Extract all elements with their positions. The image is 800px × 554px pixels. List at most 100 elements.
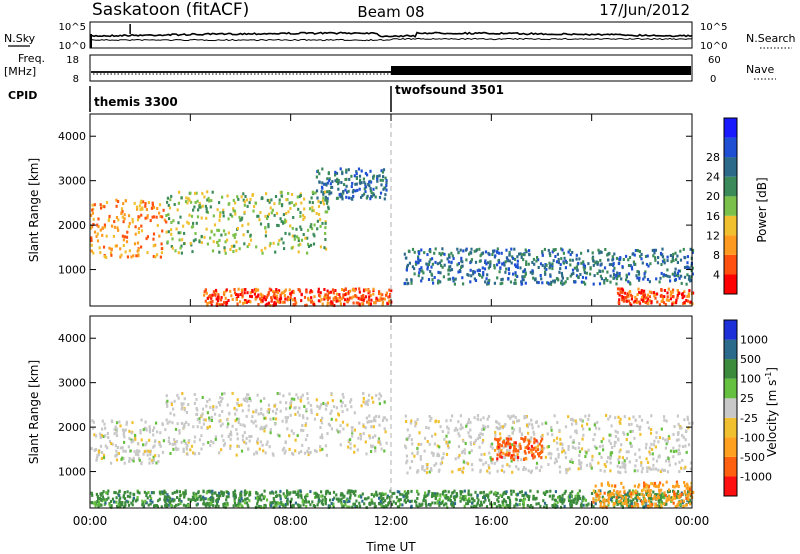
- velocity-cell: [300, 428, 303, 432]
- power-cell: [417, 257, 420, 261]
- velocity-cell: [524, 451, 527, 455]
- velocity-cell: [574, 419, 577, 423]
- power-cell: [350, 174, 353, 178]
- power-cell: [324, 195, 327, 199]
- power-cell: [660, 263, 663, 266]
- velocity-cell: [537, 452, 540, 456]
- velocity-cell: [484, 498, 487, 502]
- velocity-cell: [153, 440, 157, 444]
- velocity-cell: [482, 490, 485, 494]
- power-cell: [618, 272, 621, 275]
- velocity-cell: [683, 418, 686, 422]
- cpid-row: CPID themis 3300 twofsound 3501: [8, 83, 504, 112]
- power-cell: [405, 256, 408, 260]
- velocity-cell: [452, 501, 455, 505]
- power-cell: [449, 265, 452, 269]
- velocity-cell: [593, 433, 596, 436]
- velocity-cell: [218, 419, 221, 423]
- power-cell: [244, 301, 247, 304]
- velocity-cell: [368, 434, 371, 438]
- power-cell: [123, 217, 126, 221]
- power-cell: [575, 257, 578, 261]
- velocity-cell: [211, 492, 214, 496]
- velocity-cell: [170, 503, 173, 507]
- velocity-cell: [99, 493, 102, 497]
- power-cell: [312, 302, 316, 306]
- velocity-cell: [459, 492, 462, 496]
- velocity-cell: [312, 504, 315, 507]
- velocity-cell: [164, 491, 167, 495]
- velocity-cell: [653, 495, 656, 499]
- power-cell: [461, 276, 464, 280]
- power-cell: [440, 259, 443, 263]
- velocity-cell: [164, 428, 167, 432]
- velocity-cell: [678, 470, 681, 474]
- velocity-cell: [351, 429, 354, 433]
- power-cell: [408, 261, 411, 265]
- power-cell: [439, 271, 442, 275]
- velocity-cell: [106, 446, 109, 450]
- power-cell: [243, 242, 246, 246]
- velocity-cell: [450, 502, 453, 506]
- power-cell: [570, 272, 573, 276]
- velocity-cell: [94, 504, 97, 508]
- velocity-cell: [321, 416, 324, 420]
- power-cell: [293, 234, 296, 238]
- power-cell: [493, 264, 496, 267]
- power-cell: [337, 179, 340, 182]
- velocity-cell: [454, 457, 457, 461]
- velocity-cell: [202, 489, 205, 493]
- power-cell: [511, 256, 515, 260]
- velocity-cell: [313, 417, 316, 421]
- power-cell: [678, 292, 681, 295]
- velocity-colorbar-swatch: [724, 339, 737, 360]
- power-cell: [177, 201, 180, 205]
- velocity-cell: [200, 447, 203, 451]
- power-cell: [235, 298, 238, 302]
- velocity-cell: [411, 451, 414, 455]
- power-cell: [549, 282, 553, 286]
- power-cell: [557, 261, 560, 265]
- power-cell: [663, 258, 666, 262]
- power-cell: [465, 258, 468, 262]
- power-cell: [125, 240, 129, 244]
- velocity-cell: [599, 492, 602, 495]
- power-cell: [472, 270, 475, 273]
- power-cell: [156, 223, 159, 227]
- power-cell: [312, 301, 315, 305]
- power-cell: [583, 266, 587, 270]
- power-cell: [319, 245, 322, 249]
- power-cell: [233, 209, 237, 213]
- velocity-cell: [259, 399, 262, 403]
- power-cell: [511, 255, 514, 259]
- velocity-cell: [501, 425, 504, 429]
- power-cell: [651, 248, 654, 252]
- power-cell: [355, 170, 358, 174]
- power-cell: [311, 290, 314, 294]
- power-cell: [177, 231, 180, 235]
- velocity-cell: [615, 500, 618, 504]
- power-cell: [600, 250, 603, 254]
- title-left: Saskatoon (fitACF): [92, 0, 249, 20]
- velocity-cell: [663, 415, 666, 419]
- velocity-cell: [572, 418, 575, 422]
- power-cell: [682, 247, 685, 251]
- velocity-cell: [504, 444, 507, 448]
- velocity-cell: [684, 465, 687, 469]
- power-cell: [165, 214, 168, 217]
- power-cell: [267, 225, 270, 229]
- velocity-cell: [510, 456, 513, 460]
- power-cell: [676, 271, 680, 275]
- power-cell: [275, 294, 279, 298]
- power-cell: [550, 280, 553, 284]
- velocity-cell: [225, 418, 229, 422]
- power-cell: [675, 273, 678, 277]
- velocity-cell: [649, 452, 652, 456]
- power-cell: [181, 238, 184, 242]
- power-cell: [370, 298, 373, 302]
- velocity-cell: [625, 496, 628, 499]
- velocity-cell: [279, 400, 282, 404]
- velocity-cell: [213, 491, 216, 495]
- velocity-cell: [104, 499, 107, 503]
- velocity-cell: [198, 420, 201, 424]
